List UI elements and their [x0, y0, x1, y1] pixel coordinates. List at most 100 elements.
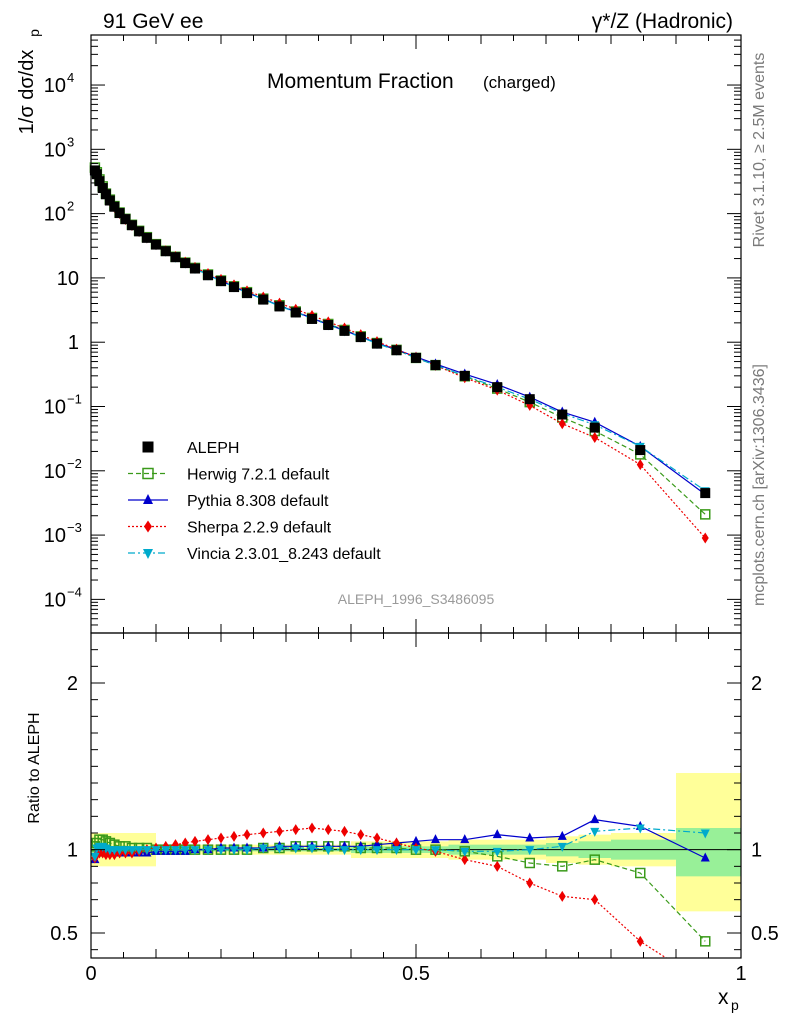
data-point	[557, 842, 567, 852]
data-point	[307, 844, 317, 854]
data-point	[109, 201, 120, 212]
data-point	[557, 861, 568, 872]
ratio-ylabel: Ratio to ALEPH	[26, 712, 43, 823]
y-tick-label: 10	[44, 75, 66, 97]
x-tick-label: 0.5	[402, 963, 430, 985]
y-tick-label: 10	[44, 589, 66, 611]
data-point	[323, 320, 334, 331]
data-point	[290, 307, 301, 318]
data-point	[340, 846, 349, 856]
main-frame	[90, 34, 742, 634]
data-point	[589, 854, 600, 865]
data-point	[701, 532, 709, 544]
data-point	[700, 936, 711, 947]
data-point	[525, 846, 535, 856]
data-point	[591, 431, 599, 443]
data-point	[700, 852, 710, 862]
data-point	[590, 814, 600, 824]
data-point	[242, 846, 252, 856]
data-point	[591, 894, 599, 906]
ratio-panel: 0 0.5 1x p0.5 0.51 12 2	[50, 632, 779, 1013]
data-point	[258, 294, 269, 305]
data-point	[411, 352, 421, 363]
legend-entry: Vincia 2.3.01_8.243 default	[187, 546, 381, 563]
data-point	[558, 890, 566, 902]
data-point	[100, 189, 111, 200]
y-tick-label: 10	[57, 268, 79, 290]
data-point	[230, 830, 238, 842]
x-axis-label-subscript: p	[731, 997, 739, 1013]
data-point	[97, 183, 108, 194]
data-point	[493, 860, 501, 872]
data-point	[291, 844, 301, 854]
y-tick-exponent: −4	[67, 584, 82, 599]
rivet-label: Rivet 3.1.10, ≥ 2.5M events	[751, 53, 768, 248]
data-point	[114, 208, 125, 219]
y-tick-label: 10	[44, 397, 66, 419]
data-point	[557, 830, 567, 840]
data-point	[460, 847, 470, 857]
data-point	[590, 827, 600, 837]
y-tick-exponent: −3	[67, 520, 82, 535]
y-tick-label: 1	[68, 332, 79, 354]
data-point	[373, 832, 381, 844]
y-tick-exponent: 3	[67, 134, 74, 149]
chart-title-suffix: (charged)	[483, 73, 556, 92]
data-point	[180, 846, 190, 856]
data-point	[94, 176, 105, 187]
data-point	[524, 857, 535, 869]
data-point	[357, 829, 365, 841]
data-point	[411, 846, 421, 856]
data-point	[134, 226, 145, 237]
data-point	[307, 313, 317, 324]
chart-title: Momentum Fraction	[267, 70, 454, 93]
data-point	[391, 345, 402, 356]
series-line	[94, 169, 706, 492]
y-tick-label: 10	[44, 139, 66, 161]
series-line	[94, 167, 706, 515]
data-point	[411, 835, 421, 845]
data-point	[323, 846, 333, 856]
data-point	[460, 834, 470, 844]
data-point	[204, 834, 212, 846]
data-point	[151, 846, 161, 856]
data-point	[258, 844, 268, 854]
y-axis-label: 1/σ dσ/dx	[16, 50, 38, 135]
y-tick-exponent: −1	[67, 392, 82, 407]
ratio-frame	[90, 632, 742, 959]
y-tick-label: 10	[44, 461, 66, 483]
data-point	[700, 509, 711, 520]
data-point	[120, 846, 130, 856]
uncertainty-band-inner	[676, 828, 741, 877]
ratio-y-tick-label: 1	[67, 840, 78, 862]
data-point	[524, 394, 535, 405]
ratio-y-tick-label: 2	[67, 673, 78, 695]
data-point	[259, 827, 267, 839]
data-point	[142, 441, 154, 453]
data-point	[275, 844, 284, 854]
data-point	[180, 258, 191, 269]
process-label: γ*/Z (Hadronic)	[592, 10, 733, 33]
data-point	[243, 829, 251, 841]
data-point	[144, 520, 152, 533]
data-point	[171, 846, 180, 856]
data-point	[190, 263, 200, 274]
labels: 91 GeV ee γ*/Z (Hadronic) Rivet 3.1.10, …	[26, 10, 768, 824]
data-point	[242, 288, 252, 299]
data-point	[461, 854, 469, 866]
data-point	[700, 488, 711, 499]
data-point	[276, 825, 283, 837]
data-point	[229, 846, 239, 856]
data-point	[142, 467, 154, 480]
x-tick-label: 0	[85, 963, 96, 985]
data-point	[134, 846, 144, 856]
y-tick-exponent: −2	[67, 456, 82, 471]
data-point	[91, 169, 102, 180]
data-point	[160, 246, 171, 257]
data-point	[525, 832, 535, 842]
data-point	[161, 846, 171, 856]
data-point	[635, 867, 646, 879]
data-point	[102, 849, 110, 861]
data-point	[372, 839, 382, 849]
